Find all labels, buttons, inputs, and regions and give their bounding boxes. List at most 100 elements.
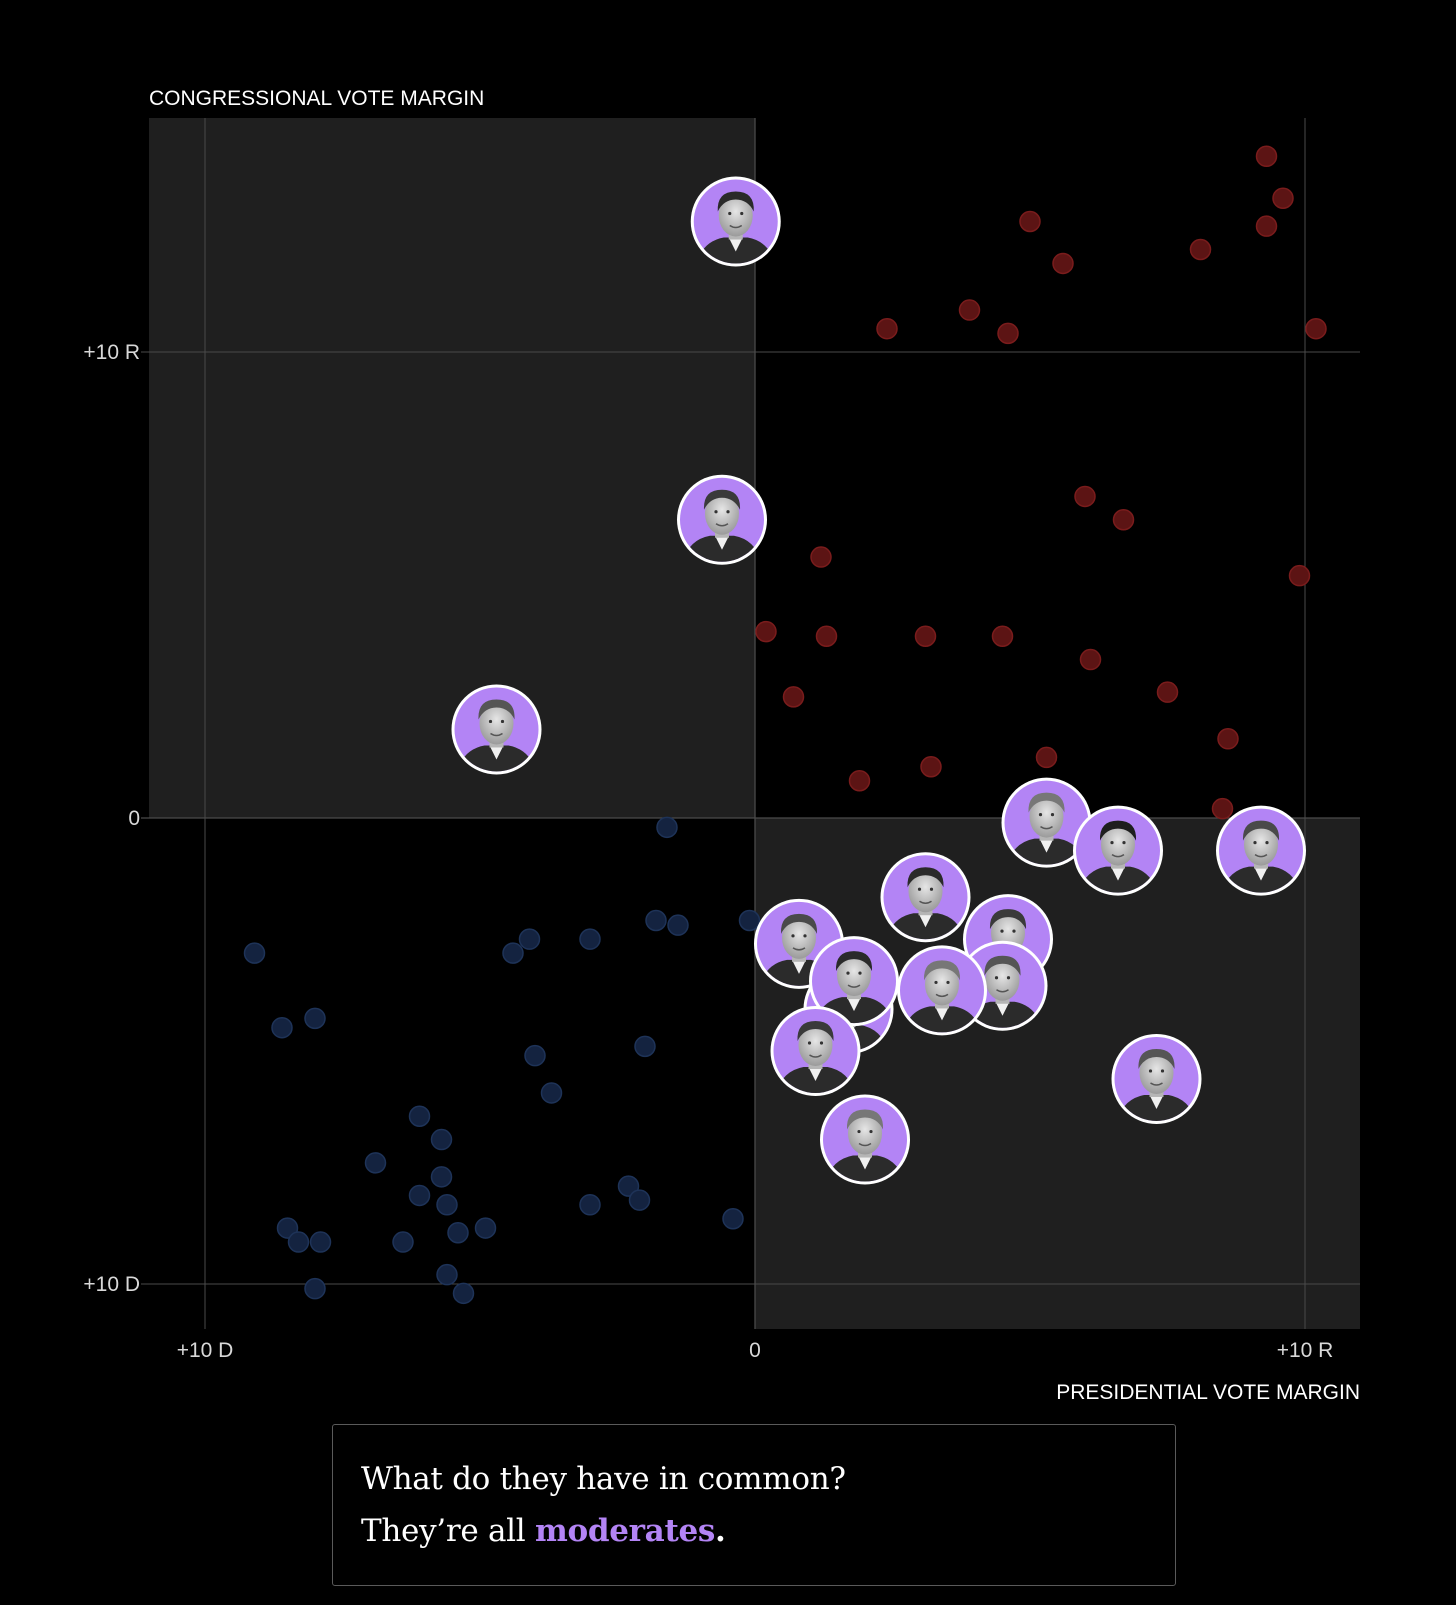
republican-dot <box>1288 564 1311 587</box>
republican-dot <box>1035 746 1058 769</box>
democrat-dot <box>243 942 266 964</box>
republican-dot <box>1272 187 1294 209</box>
shaded-quadrant-bottom-right <box>755 818 1360 1329</box>
democrat-dot <box>524 1044 546 1067</box>
portrait-face <box>925 963 959 1006</box>
portrait-hair <box>989 909 1027 930</box>
republican-dot <box>1217 728 1239 750</box>
portrait-eye <box>819 1041 824 1045</box>
portrait-hair <box>923 960 961 981</box>
portrait-eye <box>1122 841 1126 845</box>
portrait-eye <box>1160 1069 1165 1073</box>
portrait-face <box>798 1024 833 1066</box>
democrat-dot <box>518 928 541 950</box>
x-tick-label: +10 D <box>177 1339 234 1362</box>
caption-highlight-moderates: moderates <box>534 1513 716 1549</box>
democrat-dot <box>579 928 601 950</box>
republican-dot <box>1255 145 1278 168</box>
portrait-mouth <box>858 1142 872 1147</box>
democrat-dot <box>667 914 689 936</box>
republican-dot <box>1079 648 1102 671</box>
portrait-face <box>1139 1051 1174 1094</box>
portrait-eye <box>857 1129 861 1134</box>
democrat-dot <box>722 1208 744 1230</box>
portrait-eye <box>1012 929 1016 933</box>
democrat-dot <box>271 1016 293 1039</box>
portrait-mouth <box>809 1054 822 1058</box>
democrat-dot <box>452 1282 475 1305</box>
portrait-hair <box>835 951 873 972</box>
republican-dot <box>876 317 898 340</box>
caption-question: What do they have in common? <box>361 1461 846 1497</box>
democrat-dot <box>474 1217 497 1239</box>
democrat-dot <box>628 1189 651 1211</box>
democrat-dot <box>304 1007 326 1030</box>
portrait-collar <box>918 913 933 928</box>
caption-answer-prefix: They’re all <box>361 1513 535 1549</box>
democrat-dot <box>408 1184 431 1207</box>
republican-dot <box>782 686 805 708</box>
portrait-eye <box>858 971 862 975</box>
democrat-dot <box>656 816 678 839</box>
portrait-hair <box>797 1021 834 1041</box>
portrait-mouth <box>715 523 729 527</box>
portrait-mouth <box>919 900 932 904</box>
republican-dot <box>755 620 777 643</box>
portrait-eye <box>869 1129 873 1134</box>
caption-answer-suffix: . <box>715 1513 726 1549</box>
portrait-collar <box>1149 1094 1164 1109</box>
portrait-hair <box>1099 820 1137 841</box>
democrat-dot <box>645 909 667 932</box>
portrait-eye <box>728 211 732 216</box>
portrait-marker <box>820 1094 910 1185</box>
portrait-hair <box>984 955 1021 976</box>
portrait-mouth <box>1254 853 1268 858</box>
portrait-face <box>908 870 943 913</box>
republican-dot <box>1112 509 1135 531</box>
portrait-face <box>1101 823 1135 866</box>
portrait-hair <box>1028 792 1065 813</box>
portrait-mouth <box>792 947 806 951</box>
portrait-marker <box>1073 805 1163 896</box>
y-tick-label: +10 D <box>83 1273 140 1296</box>
portrait-collar <box>847 997 861 1012</box>
portrait-mouth <box>729 224 743 229</box>
caption-line-2: They’re all moderates. <box>361 1505 1147 1557</box>
democrat-dot <box>304 1277 326 1300</box>
republican-dot <box>1189 238 1212 261</box>
portrait-collar <box>858 1155 872 1170</box>
portrait-collar <box>715 535 729 550</box>
portrait-mouth <box>490 732 503 737</box>
portrait-eye <box>1148 1069 1153 1073</box>
republican-dot <box>1019 210 1041 233</box>
scatter-chart: +10 R 0 +10 D +10 D 0 +10 R CONGRESSIONAL VOTE… <box>83 87 1360 1404</box>
y-tick-label: 0 <box>128 807 140 830</box>
y-axis-title: CONGRESSIONAL VOTE MARGIN <box>149 87 484 110</box>
portrait-eye <box>500 719 505 724</box>
portrait-collar <box>1039 838 1054 853</box>
democrat-dot <box>447 1221 469 1244</box>
shaded-quadrant-top-left <box>149 118 755 818</box>
democrat-dot <box>579 1194 601 1216</box>
gridlines <box>141 118 1360 1329</box>
republican-dot <box>810 546 832 568</box>
portrait-marker <box>451 684 542 775</box>
republican-dot <box>991 625 1014 648</box>
portrait-mouth <box>1150 1082 1163 1086</box>
republican-dot <box>1255 215 1278 237</box>
portrait-marker <box>770 1006 861 1096</box>
portrait-hair <box>846 1109 884 1130</box>
chart-background-layer <box>149 118 1360 1329</box>
portrait-eye <box>929 887 934 891</box>
democrat-dot <box>634 1035 656 1058</box>
portrait-collar <box>808 1067 823 1081</box>
portrait-eye <box>917 887 922 891</box>
portrait-face <box>1244 823 1278 866</box>
data-dots <box>243 145 1327 1305</box>
portrait-eye <box>714 510 718 514</box>
republican-dot <box>815 625 838 648</box>
portrait-eye <box>846 971 850 975</box>
republican-dot <box>1074 485 1096 508</box>
democrat-dot <box>276 1217 299 1239</box>
republican-dot <box>997 322 1019 345</box>
